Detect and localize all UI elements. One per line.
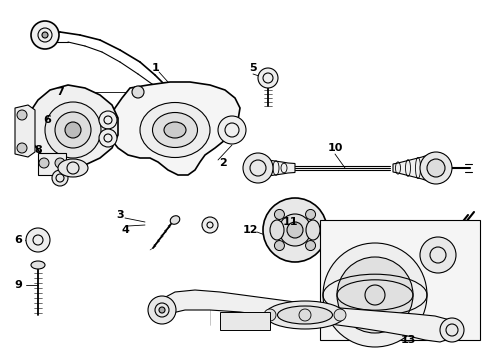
Circle shape [336,257,412,333]
Ellipse shape [31,261,45,269]
Text: 10: 10 [326,143,342,153]
Circle shape [333,309,346,321]
Circle shape [55,112,91,148]
Circle shape [426,159,444,177]
Circle shape [99,129,117,147]
Circle shape [305,210,315,220]
Polygon shape [155,290,457,342]
Text: 13: 13 [400,335,415,345]
Circle shape [419,237,455,273]
Circle shape [31,21,59,49]
Circle shape [323,243,426,347]
Circle shape [148,296,176,324]
Circle shape [264,309,275,321]
Text: 2: 2 [219,158,226,168]
Circle shape [419,152,451,184]
Circle shape [26,228,50,252]
Circle shape [274,210,284,220]
Circle shape [439,318,463,342]
Circle shape [65,122,81,138]
Polygon shape [28,85,118,167]
Text: 1: 1 [152,63,160,73]
Text: 3: 3 [116,210,123,220]
Polygon shape [15,105,35,157]
Ellipse shape [277,306,332,324]
Circle shape [132,86,143,98]
Circle shape [39,158,49,168]
Text: 6: 6 [43,115,51,125]
Circle shape [243,153,272,183]
Circle shape [258,68,278,88]
Circle shape [17,143,27,153]
Ellipse shape [163,122,185,138]
Circle shape [305,240,315,251]
Circle shape [263,198,326,262]
Circle shape [52,170,68,186]
Text: 6: 6 [14,235,22,245]
Text: 7: 7 [56,87,64,97]
Text: 12: 12 [242,225,257,235]
Circle shape [298,309,310,321]
Circle shape [55,158,65,168]
Text: 11: 11 [282,217,297,227]
Circle shape [42,32,48,38]
Circle shape [159,307,164,313]
Ellipse shape [269,220,284,240]
Polygon shape [392,154,432,182]
Ellipse shape [305,220,319,240]
Circle shape [17,110,27,120]
Circle shape [99,111,117,129]
Circle shape [279,214,310,246]
Circle shape [202,217,218,233]
Ellipse shape [264,301,345,329]
Text: 9: 9 [14,280,22,290]
Circle shape [286,222,303,238]
Bar [220,312,269,330]
Ellipse shape [152,112,197,148]
Text: 4: 4 [121,225,129,235]
Text: 5: 5 [249,63,256,73]
Ellipse shape [170,216,180,224]
Polygon shape [108,82,240,175]
Ellipse shape [140,103,209,158]
Ellipse shape [58,159,88,177]
Text: 8: 8 [34,145,42,155]
Polygon shape [260,156,294,180]
Circle shape [274,240,284,251]
Circle shape [364,285,384,305]
Bar [38,153,66,175]
Circle shape [218,116,245,144]
Bar [319,220,479,340]
Circle shape [45,102,101,158]
